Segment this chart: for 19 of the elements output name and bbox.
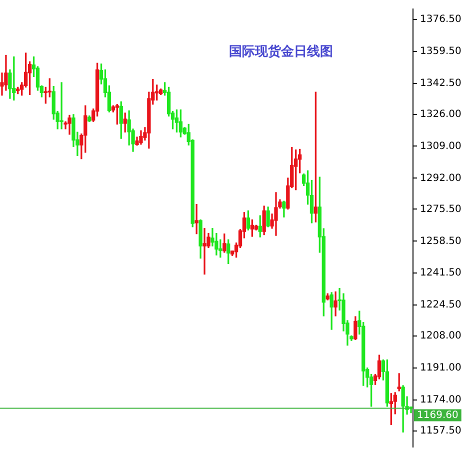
y-tick-label: 1342.50	[420, 78, 462, 89]
y-tick-label: 1309.00	[420, 140, 462, 152]
ref-line-label: 1169.60	[417, 410, 458, 421]
y-tick-label: 1359.50	[420, 46, 462, 57]
y-tick-label: 1275.50	[420, 204, 462, 215]
y-tick-label: 1157.50	[420, 426, 462, 437]
y-tick-label: 1241.50	[420, 268, 462, 279]
y-tick-label: 1258.50	[420, 236, 462, 247]
candlestick	[202, 228, 206, 275]
y-tick-label: 1376.50	[420, 14, 462, 25]
y-tick-label: 1326.00	[420, 108, 462, 120]
y-tick-label: 1191.00	[420, 362, 462, 374]
candlestick	[60, 82, 64, 130]
y-tick-label: 1174.00	[420, 394, 462, 406]
candlestick	[194, 204, 198, 234]
text: 国际现货金日线图	[228, 43, 333, 60]
y-tick-label: 1208.00	[420, 330, 462, 342]
y-tick-label: 1292.00	[420, 172, 462, 184]
y-tick-label: 1224.50	[420, 300, 462, 311]
